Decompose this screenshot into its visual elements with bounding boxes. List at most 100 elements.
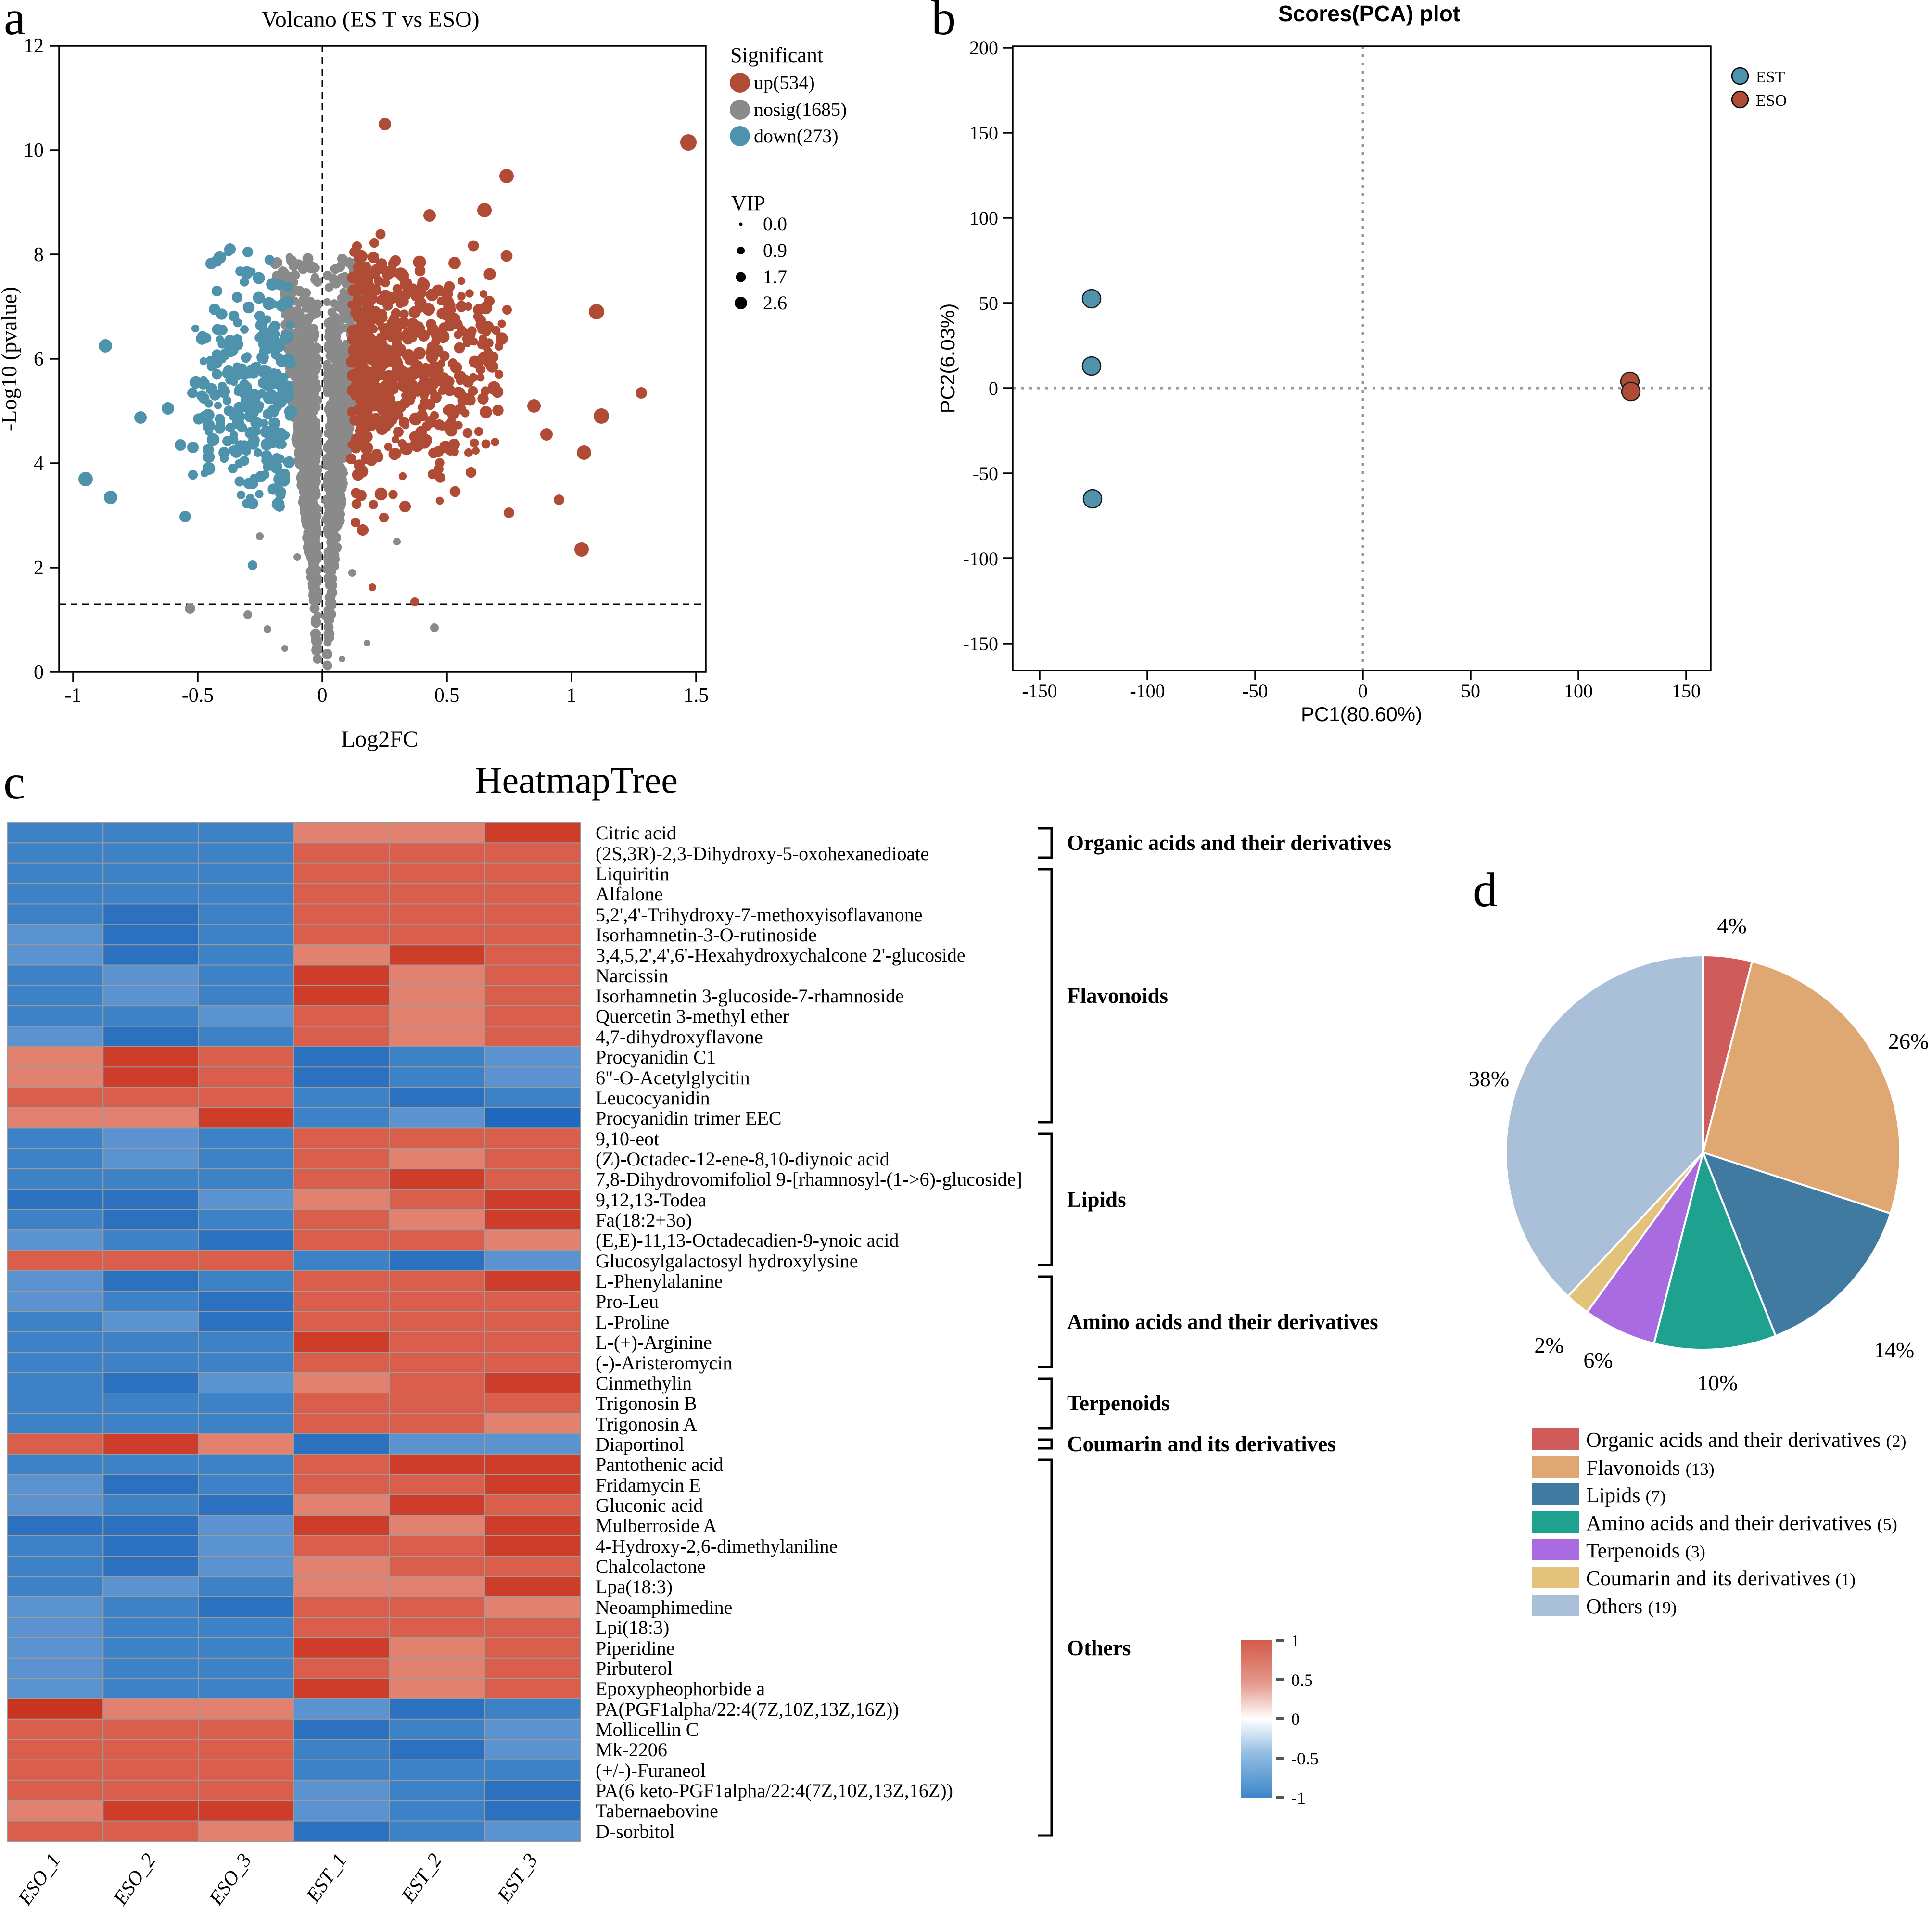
- svg-text:Coumarin and its derivatives: Coumarin and its derivatives: [1067, 1432, 1336, 1456]
- svg-text:50: 50: [1461, 680, 1480, 702]
- svg-text:50: 50: [979, 292, 998, 314]
- svg-text:-Log10 (pvalue): -Log10 (pvalue): [0, 287, 21, 431]
- svg-text:-150: -150: [963, 633, 998, 655]
- svg-text:c: c: [3, 755, 25, 810]
- svg-text:Amino acids and their derivati: Amino acids and their derivatives (5): [1586, 1511, 1897, 1535]
- svg-text:26%: 26%: [1888, 1029, 1929, 1053]
- svg-text:Flavonoids: Flavonoids: [1067, 984, 1168, 1008]
- svg-text:HeatmapTree: HeatmapTree: [475, 759, 678, 801]
- svg-text:0: 0: [318, 684, 328, 707]
- svg-text:PC1(80.60%): PC1(80.60%): [1301, 703, 1422, 725]
- svg-text:0: 0: [989, 378, 998, 399]
- svg-text:Alfalone: Alfalone: [596, 883, 663, 905]
- svg-text:Diaportinol: Diaportinol: [596, 1433, 684, 1455]
- svg-text:Piperidine: Piperidine: [596, 1637, 674, 1659]
- svg-text:Trigonosin A: Trigonosin A: [596, 1413, 697, 1435]
- svg-text:Pantothenic acid: Pantothenic acid: [596, 1454, 723, 1475]
- svg-text:3,4,5,2',4',6'-Hexahydroxychal: 3,4,5,2',4',6'-Hexahydroxychalcone 2'-gl…: [596, 944, 966, 966]
- svg-text:up(534): up(534): [754, 72, 815, 93]
- svg-text:Fa(18:2+3o): Fa(18:2+3o): [596, 1209, 692, 1231]
- svg-text:b: b: [931, 0, 956, 45]
- svg-text:0: 0: [1291, 1709, 1300, 1729]
- svg-text:-50: -50: [1242, 680, 1268, 702]
- svg-text:Procyanidin trimer EEC: Procyanidin trimer EEC: [596, 1107, 782, 1129]
- svg-text:0.0: 0.0: [763, 213, 787, 235]
- svg-text:150: 150: [1672, 680, 1701, 702]
- svg-text:-1: -1: [65, 684, 82, 707]
- svg-text:-1: -1: [1291, 1788, 1306, 1808]
- svg-text:Organic acids and their deriva: Organic acids and their derivatives: [1067, 831, 1391, 855]
- svg-text:9,10-eot: 9,10-eot: [596, 1128, 659, 1150]
- svg-text:Organic acids and their deriva: Organic acids and their derivatives (2): [1586, 1428, 1907, 1452]
- svg-text:Others (19): Others (19): [1586, 1595, 1677, 1618]
- svg-text:Scores(PCA) plot: Scores(PCA) plot: [1278, 1, 1460, 26]
- svg-text:-0.5: -0.5: [182, 684, 214, 707]
- svg-text:Glucosylgalactosyl hydroxylysi: Glucosylgalactosyl hydroxylysine: [596, 1250, 858, 1272]
- svg-text:Lpa(18:3): Lpa(18:3): [596, 1576, 673, 1597]
- svg-text:Cinmethylin: Cinmethylin: [596, 1372, 692, 1394]
- svg-text:-0.5: -0.5: [1291, 1749, 1319, 1768]
- svg-text:(Z)-Octadec-12-ene-8,10-diynoi: (Z)-Octadec-12-ene-8,10-diynoic acid: [596, 1148, 890, 1170]
- svg-text:Narcissin: Narcissin: [596, 965, 668, 987]
- svg-text:Flavonoids (13): Flavonoids (13): [1586, 1456, 1715, 1480]
- svg-text:PA(6 keto-PGF1alpha/22:4(7Z,10: PA(6 keto-PGF1alpha/22:4(7Z,10Z,13Z,16Z)…: [596, 1780, 953, 1801]
- svg-text:(-)-Aristeromycin: (-)-Aristeromycin: [596, 1352, 732, 1374]
- svg-text:12: 12: [24, 35, 44, 57]
- svg-text:Gluconic acid: Gluconic acid: [596, 1494, 703, 1516]
- svg-text:D-sorbitol: D-sorbitol: [596, 1821, 674, 1842]
- svg-text:4%: 4%: [1717, 913, 1746, 938]
- svg-text:PA(PGF1alpha/22:4(7Z,10Z,13Z,1: PA(PGF1alpha/22:4(7Z,10Z,13Z,16Z)): [596, 1698, 899, 1720]
- svg-text:-50: -50: [973, 463, 998, 484]
- svg-text:0.9: 0.9: [763, 240, 787, 261]
- svg-text:Significant: Significant: [730, 43, 823, 67]
- svg-text:8: 8: [34, 244, 44, 266]
- svg-text:14%: 14%: [1874, 1338, 1914, 1362]
- svg-text:Mk-2206: Mk-2206: [596, 1739, 667, 1760]
- svg-text:100: 100: [969, 207, 998, 229]
- svg-text:10%: 10%: [1697, 1370, 1738, 1395]
- svg-text:2: 2: [34, 557, 44, 579]
- svg-text:1.7: 1.7: [763, 266, 787, 288]
- svg-text:PC2(6.03%): PC2(6.03%): [936, 304, 959, 414]
- svg-text:EST: EST: [1756, 68, 1785, 86]
- svg-text:Isorhamnetin 3-glucoside-7-rha: Isorhamnetin 3-glucoside-7-rhamnoside: [596, 985, 904, 1007]
- svg-text:Leucocyanidin: Leucocyanidin: [596, 1087, 710, 1109]
- svg-text:Lpi(18:3): Lpi(18:3): [596, 1617, 669, 1638]
- svg-text:Coumarin and its derivatives (: Coumarin and its derivatives (1): [1586, 1567, 1856, 1590]
- svg-text:nosig(1685): nosig(1685): [754, 99, 847, 120]
- svg-text:a: a: [4, 0, 25, 45]
- svg-text:Volcano (ES T vs ESO): Volcano (ES T vs ESO): [261, 7, 479, 32]
- svg-text:2%: 2%: [1534, 1333, 1563, 1357]
- svg-text:Chalcolactone: Chalcolactone: [596, 1556, 706, 1577]
- svg-text:down(273): down(273): [754, 125, 839, 147]
- svg-text:-100: -100: [1130, 680, 1165, 702]
- svg-text:(+/-)-Furaneol: (+/-)-Furaneol: [596, 1760, 706, 1781]
- svg-text:Neoamphimedine: Neoamphimedine: [596, 1596, 732, 1618]
- svg-text:L-Phenylalanine: L-Phenylalanine: [596, 1270, 723, 1292]
- svg-text:7,8-Dihydrovomifoliol 9-[rhamn: 7,8-Dihydrovomifoliol 9-[rhamnosyl-(1->6…: [596, 1168, 1022, 1190]
- svg-text:Liquiritin: Liquiritin: [596, 863, 669, 885]
- svg-text:6%: 6%: [1583, 1348, 1613, 1372]
- svg-text:L-(+)-Arginine: L-(+)-Arginine: [596, 1331, 712, 1353]
- svg-text:d: d: [1473, 863, 1498, 917]
- svg-text:2.6: 2.6: [763, 292, 787, 314]
- svg-text:Mulberroside A: Mulberroside A: [596, 1515, 717, 1536]
- svg-text:L-Proline: L-Proline: [596, 1311, 669, 1333]
- svg-text:Amino acids and their derivati: Amino acids and their derivatives: [1067, 1310, 1378, 1334]
- svg-text:10: 10: [24, 139, 44, 162]
- svg-text:Procyanidin C1: Procyanidin C1: [596, 1046, 716, 1068]
- svg-text:200: 200: [969, 37, 998, 59]
- svg-text:5,2',4'-Trihydroxy-7-methoxyis: 5,2',4'-Trihydroxy-7-methoxyisoflavanone: [596, 904, 923, 925]
- svg-text:1.5: 1.5: [684, 684, 709, 707]
- svg-text:Terpenoids: Terpenoids: [1067, 1391, 1169, 1415]
- svg-text:4,7-dihydroxyflavone: 4,7-dihydroxyflavone: [596, 1026, 763, 1048]
- svg-text:Epoxypheophorbide a: Epoxypheophorbide a: [596, 1678, 765, 1699]
- svg-text:9,12,13-Todea: 9,12,13-Todea: [596, 1189, 707, 1211]
- svg-text:150: 150: [969, 122, 998, 144]
- svg-text:(E,E)-11,13-Octadecadien-9-yno: (E,E)-11,13-Octadecadien-9-ynoic acid: [596, 1229, 899, 1251]
- svg-text:0.5: 0.5: [434, 684, 460, 707]
- svg-text:6: 6: [34, 348, 44, 370]
- svg-text:Quercetin 3-methyl ether: Quercetin 3-methyl ether: [596, 1005, 789, 1027]
- svg-text:0: 0: [1358, 680, 1368, 702]
- svg-text:0: 0: [34, 661, 44, 684]
